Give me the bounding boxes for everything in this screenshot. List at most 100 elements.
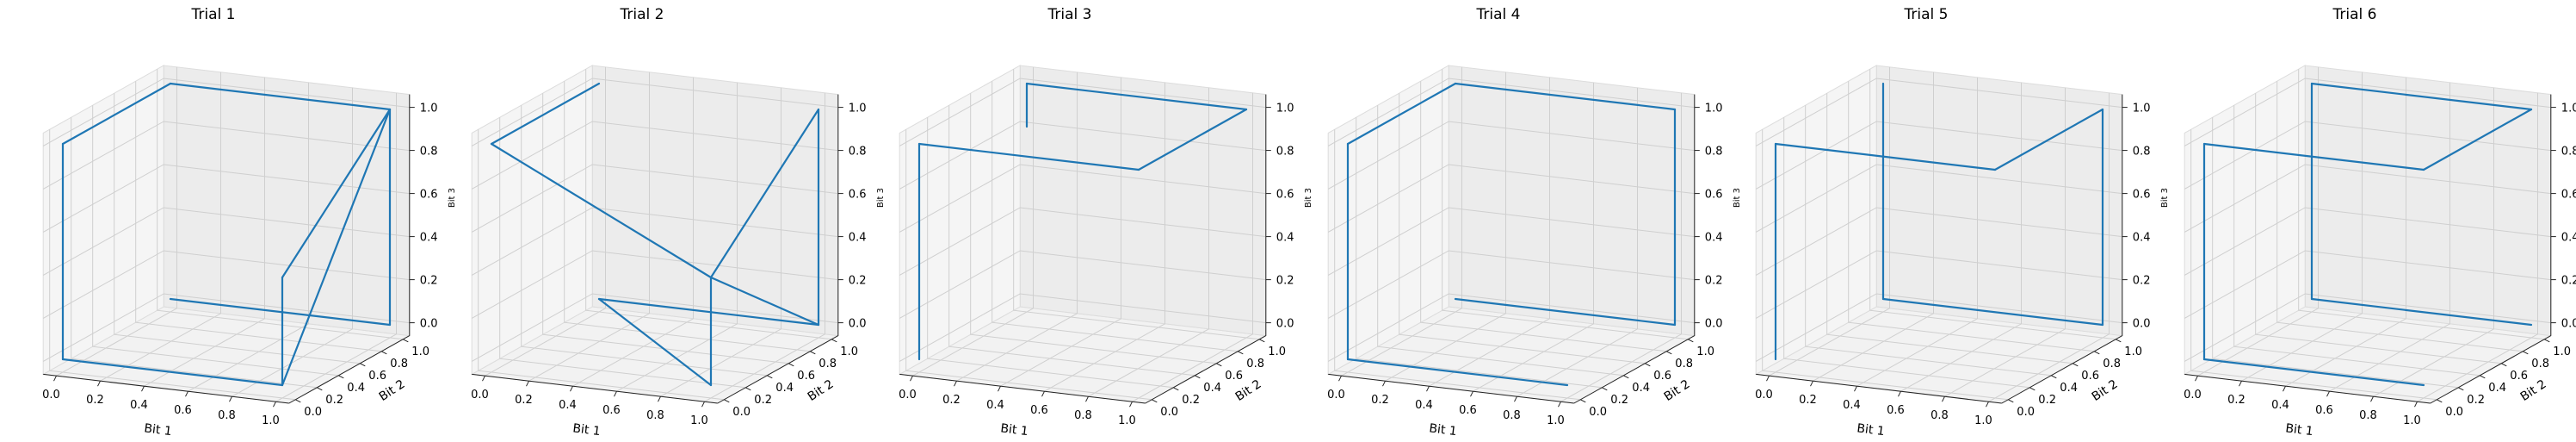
x-tick-mark <box>658 395 661 402</box>
y-tick-mark <box>2523 351 2529 355</box>
y-tick-label: 0.2 <box>325 394 343 407</box>
x-tick-label: 1.0 <box>1974 414 1992 427</box>
x-tick-label: 0.0 <box>471 389 489 402</box>
path-segment <box>2202 142 2425 171</box>
back-pane <box>1875 65 2123 337</box>
y-tick-mark <box>317 387 323 391</box>
axis-lines <box>2184 94 2552 404</box>
x-tick-label: 0.8 <box>1930 409 1949 422</box>
z-tick-label: 0.2 <box>2133 275 2151 288</box>
x-tick-mark <box>701 401 705 408</box>
y-tick-label: 0.6 <box>797 370 815 383</box>
x-tick-label: 0.6 <box>1887 404 1905 417</box>
grid-lines <box>1327 66 1695 402</box>
gridline-y <box>157 69 404 340</box>
x-tick-mark <box>2239 380 2242 387</box>
side-pane <box>2184 65 2306 376</box>
z-tick-label: 0.0 <box>2561 318 2576 331</box>
x-axis-line <box>1328 373 1574 404</box>
series-path <box>490 82 820 387</box>
gridline-x <box>1000 77 1121 387</box>
path-segment <box>1025 82 1248 111</box>
y-tick-mark <box>1173 387 1179 391</box>
z-tick-label: 1.0 <box>1276 103 1294 115</box>
subplot-title: Trial 4 <box>1476 6 1521 23</box>
gridline-z <box>2184 164 2551 233</box>
x-tick-label: 0.4 <box>986 399 1004 412</box>
y-tick-mark <box>2458 387 2464 391</box>
z-tick-label: 0.8 <box>1705 146 1723 159</box>
gridline-y <box>1848 81 2095 352</box>
x-tick-label: 1.0 <box>1547 414 1565 427</box>
z-tick-label: 0.4 <box>849 232 867 245</box>
y-tick-label: 0.2 <box>1610 394 1628 407</box>
gridline-y <box>2212 117 2459 389</box>
y-tick-mark <box>1152 399 1158 403</box>
x-tick-label: 0.4 <box>2271 399 2289 412</box>
x-tick-mark <box>1338 375 1342 382</box>
x-tick-label: 0.2 <box>515 394 533 407</box>
gridline-x <box>1429 77 1550 387</box>
z-tick-label: 0.8 <box>849 146 867 159</box>
x-tick-label: 0.4 <box>130 399 148 412</box>
y-tick-mark <box>1602 387 1608 391</box>
y-tick-mark <box>2544 339 2550 343</box>
z-axis-label: Bit 3 <box>1304 188 1313 208</box>
z-tick-label: 0.4 <box>1705 232 1723 245</box>
gridline-x <box>572 77 694 387</box>
gridline-z <box>2184 293 2551 362</box>
path-segment <box>2310 82 2533 111</box>
gridline-y <box>2255 93 2502 364</box>
grid-lines <box>899 66 1266 402</box>
x-axis-line <box>472 373 718 404</box>
gridline-y <box>927 117 1174 389</box>
z-tick-label: 0.6 <box>2561 189 2576 202</box>
gridline-z <box>2184 250 2551 319</box>
x-axis-line <box>2184 373 2431 404</box>
y-tick-label: 0.6 <box>2510 370 2528 383</box>
z-tick-label: 0.8 <box>2561 146 2576 159</box>
x-tick-label: 0.0 <box>1755 389 1773 402</box>
gridline-y <box>564 81 811 352</box>
y-tick-mark <box>767 375 773 379</box>
gridline-x <box>956 72 1078 382</box>
gridline-x <box>1560 92 1682 402</box>
x-axis-line <box>1756 373 2002 404</box>
gridline-z <box>1327 207 1695 276</box>
gridline-z <box>1327 293 1695 362</box>
gridline-y <box>1783 117 2030 389</box>
z-tick-label: 0.2 <box>420 275 438 288</box>
gridline-y <box>478 129 725 401</box>
gridline-z <box>1755 207 2122 276</box>
x-tick-mark <box>141 385 145 392</box>
x-tick-mark <box>2283 385 2286 392</box>
axis-lines <box>899 94 1267 404</box>
x-tick-mark <box>273 401 276 408</box>
x-tick-mark <box>1558 401 1561 408</box>
gridline-y <box>71 117 318 389</box>
gridline-z <box>899 250 1266 319</box>
gridline-x <box>1769 66 1890 377</box>
gridline-x <box>1473 82 1594 392</box>
y-tick-label: 0.6 <box>1653 370 1671 383</box>
gridline-z <box>1755 78 2122 146</box>
z-tick-label: 0.6 <box>1705 189 1723 202</box>
gridline-y <box>1399 93 1646 364</box>
x-tick-label: 0.2 <box>1371 394 1389 407</box>
y-tick-mark <box>338 375 344 379</box>
x-axis-label: Bit 1 <box>2284 421 2313 439</box>
gridline-x <box>2241 72 2363 382</box>
x-tick-mark <box>53 375 57 382</box>
path-segment <box>1346 82 1457 146</box>
gridline-y <box>1805 105 2052 377</box>
y-tick-mark <box>1580 399 1586 403</box>
y-tick-mark <box>295 399 301 403</box>
path-segment <box>1881 297 2104 327</box>
y-tick-label: 0.8 <box>1246 358 1264 370</box>
series-path <box>61 82 392 387</box>
gridline-y <box>991 81 1239 352</box>
z-tick-label: 0.8 <box>2133 146 2151 159</box>
x-tick-label: 0.8 <box>2359 409 2377 422</box>
gridline-x <box>275 92 397 402</box>
x-tick-mark <box>998 385 1001 392</box>
